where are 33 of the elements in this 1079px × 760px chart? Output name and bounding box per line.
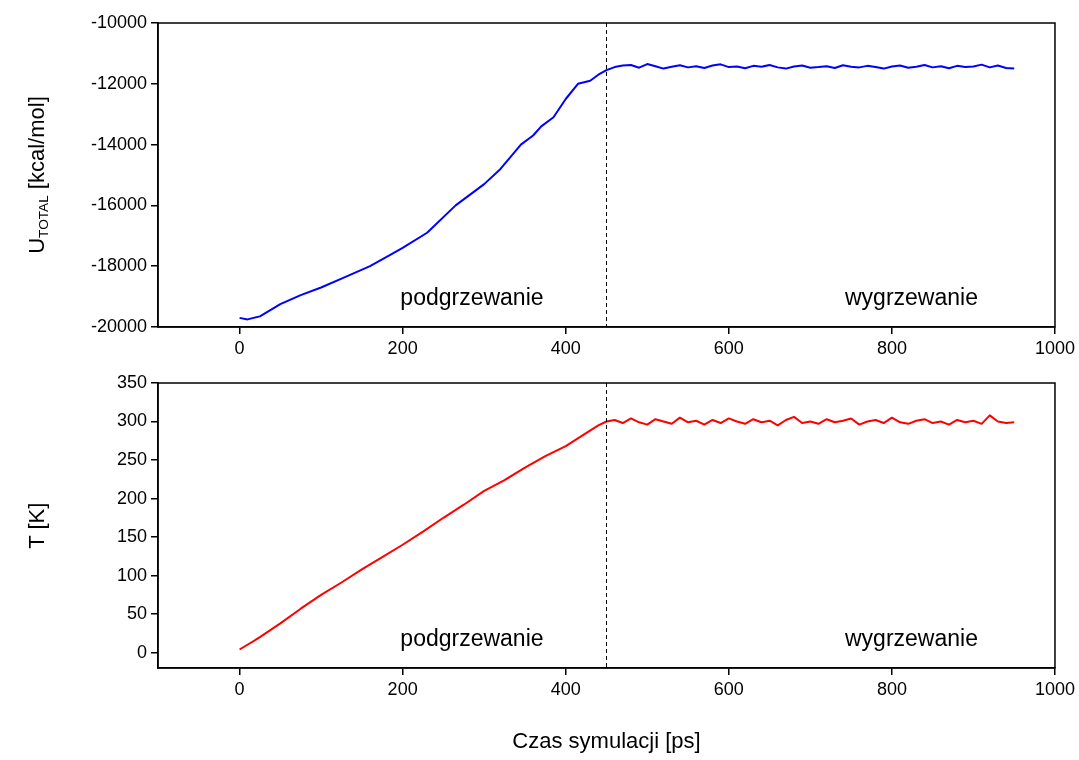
y-tick-label: 200 (116, 487, 147, 508)
x-tick-label: 1000 (1034, 337, 1075, 358)
annotation: wygrzewanie (843, 284, 978, 311)
y-tick-label: -16000 (90, 194, 147, 215)
y-tick-label: -12000 (90, 72, 147, 93)
x-tick-label: 400 (550, 678, 581, 699)
y-tick-label: 350 (116, 371, 147, 392)
y-tick-label: 50 (126, 603, 147, 624)
y-tick-label: 250 (116, 449, 147, 469)
annotation: podgrzewanie (400, 284, 544, 311)
annotation: wygrzewanie (843, 625, 978, 652)
x-tick-label: 200 (387, 337, 418, 358)
x-tick-label: 0 (234, 678, 245, 699)
x-tick-label: 400 (550, 337, 581, 358)
y-axis-title: T [K] (24, 502, 50, 549)
x-tick-label: 0 (234, 337, 245, 358)
x-tick-label: 800 (876, 337, 907, 358)
x-tick-label: 1000 (1034, 678, 1075, 699)
y-tick-label: -10000 (90, 11, 147, 32)
y-tick-label: 100 (116, 564, 147, 585)
x-tick-label: 800 (876, 678, 907, 699)
y-tick-label: -14000 (90, 133, 147, 154)
y-axis-title: UTOTAL [kcal/mol] (24, 96, 52, 254)
y-tick-label: -18000 (90, 255, 147, 276)
x-tick-label: 200 (387, 678, 418, 699)
x-tick-label: 600 (713, 337, 744, 358)
y-tick-label: 300 (116, 410, 147, 431)
x-axis-title: Czas symulacji [ps] (512, 728, 701, 754)
annotation: podgrzewanie (400, 625, 544, 652)
y-tick-label: 150 (116, 526, 147, 547)
x-tick-label: 600 (713, 678, 744, 699)
y-tick-label: -20000 (90, 315, 147, 336)
y-tick-label: 0 (136, 641, 147, 662)
